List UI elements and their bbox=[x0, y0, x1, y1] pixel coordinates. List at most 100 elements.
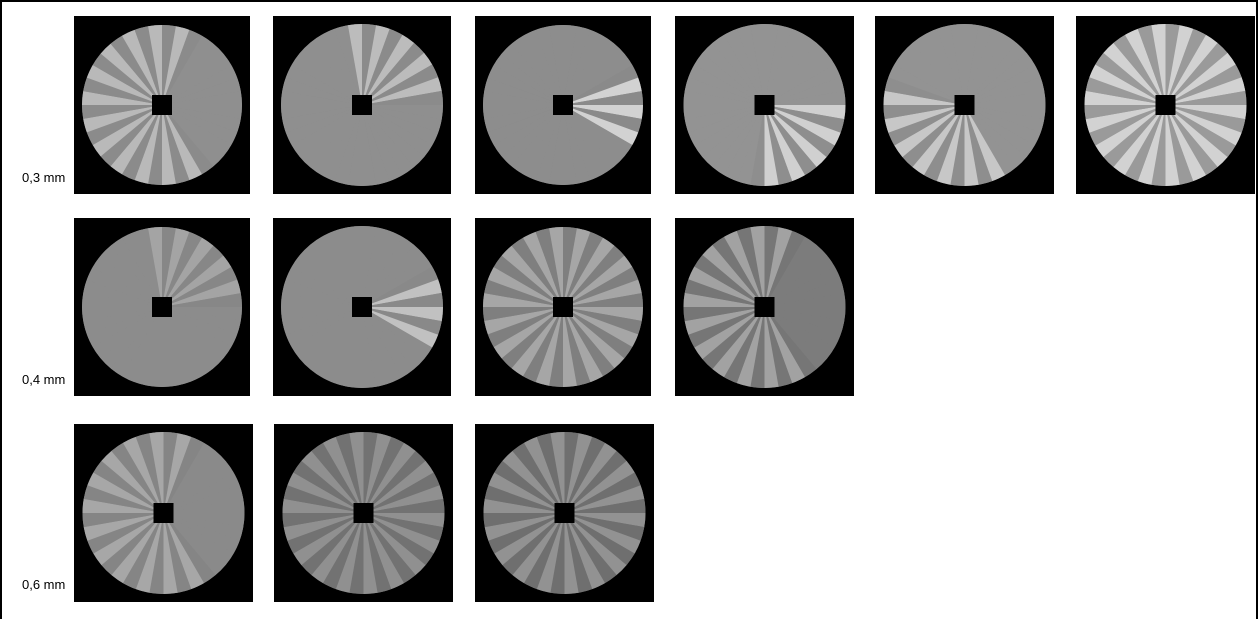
phantom-sector bbox=[764, 292, 846, 307]
row-label-0-4mm: 0,4 mm bbox=[22, 372, 66, 387]
phantom-image bbox=[273, 218, 451, 396]
phantom-sector bbox=[162, 293, 242, 307]
phantom-sector bbox=[1085, 105, 1166, 133]
phantom-sector bbox=[162, 65, 238, 105]
phantom-sector bbox=[883, 90, 965, 105]
phantom-sector bbox=[291, 105, 362, 158]
phantom-sector bbox=[684, 105, 765, 133]
phantom-sector bbox=[362, 105, 433, 158]
phantom-sector bbox=[724, 28, 765, 105]
phantom-image bbox=[475, 218, 651, 396]
phantom-sector bbox=[564, 472, 641, 513]
phantom-sector bbox=[162, 307, 242, 321]
phantom-sector bbox=[964, 90, 1046, 105]
phantom-sector bbox=[281, 307, 362, 322]
phantom-sector bbox=[684, 307, 765, 335]
phantom-sector bbox=[764, 236, 817, 307]
phantom-sector bbox=[135, 513, 164, 593]
phantom-sector bbox=[563, 307, 603, 383]
phantom-graphic bbox=[82, 25, 242, 185]
phantom-sector bbox=[163, 513, 178, 594]
phantom-sector bbox=[82, 91, 162, 105]
center-square bbox=[352, 297, 372, 317]
phantom-sector bbox=[162, 35, 214, 105]
phantom-sector bbox=[162, 307, 202, 383]
phantom-sector bbox=[964, 105, 1046, 120]
phantom-sector bbox=[363, 450, 426, 513]
phantom-sector bbox=[163, 513, 192, 593]
phantom-sector bbox=[162, 105, 242, 119]
phantom-sector bbox=[564, 513, 645, 541]
phantom-sector bbox=[1165, 52, 1236, 105]
phantom-sector bbox=[362, 105, 439, 146]
phantom-sector bbox=[563, 65, 639, 105]
phantom-sector bbox=[563, 245, 625, 307]
phantom-sector bbox=[712, 236, 765, 307]
phantom-sector bbox=[564, 432, 579, 513]
phantom-sector bbox=[688, 266, 765, 307]
phantom-sector bbox=[287, 513, 364, 554]
phantom-sector bbox=[736, 25, 765, 106]
phantom-sector bbox=[122, 29, 162, 105]
phantom-sector bbox=[362, 28, 403, 105]
phantom-sector bbox=[362, 226, 377, 307]
phantom-sector bbox=[362, 105, 403, 182]
phantom-sector bbox=[362, 307, 439, 348]
phantom-sector bbox=[563, 105, 643, 119]
phantom-sector bbox=[362, 307, 425, 370]
phantom-graphic bbox=[483, 227, 643, 387]
phantom-sector bbox=[362, 292, 443, 307]
phantom-sector bbox=[563, 26, 591, 105]
phantom-sector bbox=[1103, 105, 1166, 168]
phantom-sector bbox=[924, 28, 965, 105]
phantom-sector bbox=[764, 226, 779, 307]
phantom-sector bbox=[483, 293, 563, 307]
phantom-sector bbox=[362, 307, 415, 378]
phantom-sector bbox=[301, 450, 364, 513]
phantom-sector bbox=[163, 460, 234, 513]
phantom-sector bbox=[523, 105, 563, 181]
phantom-sector bbox=[511, 307, 563, 377]
phantom-sector bbox=[902, 105, 965, 168]
phantom-sector bbox=[162, 267, 238, 307]
phantom-sector bbox=[964, 42, 1027, 105]
phantom-sector bbox=[1165, 28, 1206, 105]
phantom-sector bbox=[299, 42, 362, 105]
phantom-sector bbox=[1165, 105, 1218, 176]
phantom-sector bbox=[564, 460, 635, 513]
phantom-sector bbox=[162, 255, 232, 307]
phantom-sector bbox=[549, 25, 563, 105]
phantom-sector bbox=[309, 34, 362, 105]
phantom-sector bbox=[363, 485, 444, 513]
phantom-sector bbox=[750, 307, 765, 388]
phantom-sector bbox=[724, 230, 765, 307]
phantom-sector bbox=[964, 105, 1035, 158]
phantom-sector bbox=[335, 513, 364, 593]
phantom-sector bbox=[293, 513, 364, 566]
phantom-sector bbox=[162, 227, 176, 307]
phantom-sector bbox=[564, 442, 617, 513]
phantom-sector bbox=[484, 513, 565, 541]
phantom-sector bbox=[83, 77, 162, 105]
phantom-sector bbox=[93, 460, 164, 513]
phantom-sector bbox=[1165, 105, 1247, 120]
phantom-sector bbox=[1165, 105, 1194, 185]
phantom-sector bbox=[924, 105, 965, 182]
phantom-sector bbox=[282, 513, 364, 528]
phantom-sector bbox=[311, 513, 364, 584]
phantom-sector bbox=[912, 105, 965, 176]
phantom-sector bbox=[487, 267, 563, 307]
phantom-sector bbox=[1137, 25, 1166, 106]
phantom-sector bbox=[549, 307, 563, 387]
phantom-sector bbox=[162, 91, 242, 105]
phantom-sector bbox=[93, 513, 164, 566]
phantom-sector bbox=[563, 255, 633, 307]
phantom-sector bbox=[764, 105, 779, 186]
phantom-sector bbox=[362, 307, 442, 335]
phantom-graphic bbox=[483, 432, 646, 594]
phantom-sector bbox=[1151, 105, 1166, 186]
phantom-sector bbox=[110, 35, 162, 105]
phantom-sector bbox=[563, 91, 643, 105]
phantom-sector bbox=[285, 105, 362, 146]
phantom-sector bbox=[163, 432, 178, 513]
